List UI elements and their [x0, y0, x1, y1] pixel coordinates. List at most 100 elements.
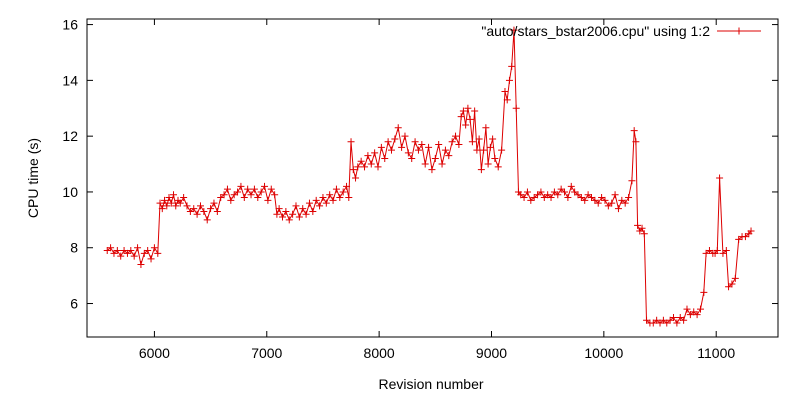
data-point: [117, 252, 125, 260]
data-point: [357, 157, 365, 165]
data-point: [482, 124, 490, 132]
data-point: [264, 196, 272, 204]
data-point: [227, 196, 235, 204]
data-point: [361, 163, 369, 171]
data-point: [673, 319, 681, 327]
data-point: [250, 185, 258, 193]
data-point: [326, 191, 334, 199]
x-axis-label: Revision number: [378, 376, 483, 392]
data-point: [190, 205, 198, 213]
data-point: [567, 182, 575, 190]
data-point: [329, 196, 337, 204]
data-point: [401, 132, 409, 140]
data-point: [302, 210, 310, 218]
data-point: [285, 216, 293, 224]
y-tick-label: 12: [62, 128, 78, 144]
data-point: [223, 185, 231, 193]
data-point: [581, 196, 589, 204]
data-point: [512, 104, 520, 112]
data-point: [394, 124, 402, 132]
data-point: [468, 138, 476, 146]
data-point: [292, 202, 300, 210]
data-point: [418, 141, 426, 149]
data-point: [167, 199, 175, 207]
data-point: [561, 188, 569, 196]
data-point: [466, 115, 474, 123]
data-point: [594, 199, 602, 207]
data-point: [273, 210, 281, 218]
data-point: [213, 207, 221, 215]
data-point: [621, 199, 629, 207]
data-point: [625, 194, 633, 202]
data-point: [491, 154, 499, 162]
data-point: [154, 249, 162, 257]
data-point: [183, 202, 191, 210]
data-point: [508, 62, 516, 70]
data-point: [134, 244, 142, 252]
data-point: [347, 138, 355, 146]
data-point: [137, 260, 145, 268]
data-point: [176, 199, 184, 207]
data-point: [486, 143, 494, 151]
data-point: [107, 244, 115, 252]
y-tick-label: 6: [70, 296, 78, 312]
data-point: [203, 216, 211, 224]
data-point: [537, 188, 545, 196]
data-point: [244, 185, 252, 193]
data-point: [728, 280, 736, 288]
data-point: [438, 160, 446, 168]
x-tick-label: 8000: [364, 345, 395, 361]
data-point: [489, 135, 497, 143]
data-point: [614, 205, 622, 213]
data-point: [547, 194, 555, 202]
data-point: [611, 191, 619, 199]
data-point: [494, 163, 502, 171]
data-point: [441, 146, 449, 154]
data-point: [234, 188, 242, 196]
data-point: [305, 199, 313, 207]
data-point: [336, 194, 344, 202]
data-point: [275, 205, 283, 213]
data-point: [421, 160, 429, 168]
data-point: [475, 135, 483, 143]
data-point: [638, 224, 646, 232]
data-point: [630, 127, 638, 135]
data-point: [628, 177, 636, 185]
data-point: [295, 213, 303, 221]
data-point: [471, 107, 479, 115]
y-tick-label: 8: [70, 240, 78, 256]
data-point: [316, 202, 324, 210]
data-point: [156, 199, 164, 207]
data-point: [180, 194, 188, 202]
data-point: [130, 252, 138, 260]
data-point: [414, 146, 422, 154]
data-point: [428, 166, 436, 174]
legend: "auto/stars_bstar2006.cpu" using 1:2: [481, 23, 761, 39]
data-point: [374, 163, 382, 171]
data-point: [254, 194, 262, 202]
y-tick-label: 10: [62, 184, 78, 200]
data-point: [477, 166, 485, 174]
data-point: [349, 166, 357, 174]
data-point: [127, 247, 135, 255]
data-point: [391, 135, 399, 143]
data-point: [731, 274, 739, 282]
data-point: [261, 182, 269, 190]
data-point: [220, 191, 228, 199]
x-tick-label: 6000: [139, 345, 170, 361]
data-point: [165, 194, 173, 202]
data-point: [452, 132, 460, 140]
data-point: [455, 141, 463, 149]
data-point: [312, 196, 320, 204]
data-point: [696, 305, 704, 313]
data-point: [564, 194, 572, 202]
data-point: [484, 160, 492, 168]
data-point: [196, 202, 204, 210]
data-point: [240, 194, 248, 202]
data-point: [435, 141, 443, 149]
data-point: [634, 221, 642, 229]
series-layer: [103, 26, 755, 327]
data-point: [170, 191, 178, 199]
data-point: [505, 76, 513, 84]
